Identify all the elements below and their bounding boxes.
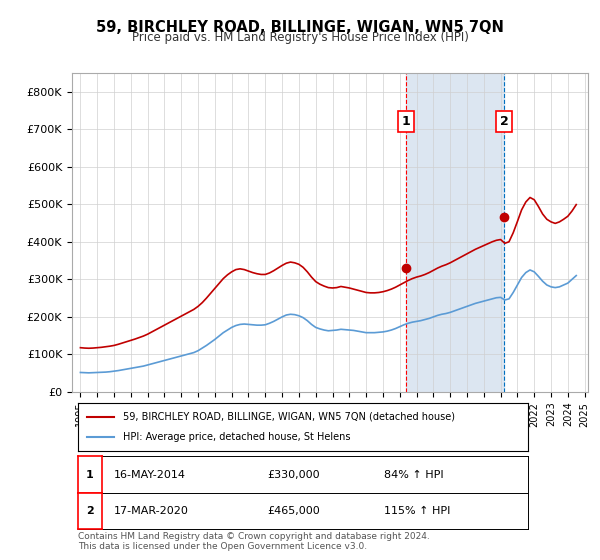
Text: £465,000: £465,000 <box>267 506 320 516</box>
Text: 1: 1 <box>86 470 94 479</box>
Text: Contains HM Land Registry data © Crown copyright and database right 2024.
This d: Contains HM Land Registry data © Crown c… <box>78 532 430 552</box>
Text: 2: 2 <box>500 115 509 128</box>
Text: HPI: Average price, detached house, St Helens: HPI: Average price, detached house, St H… <box>123 432 350 442</box>
Text: Price paid vs. HM Land Registry's House Price Index (HPI): Price paid vs. HM Land Registry's House … <box>131 31 469 44</box>
Text: £330,000: £330,000 <box>267 470 320 479</box>
Text: 59, BIRCHLEY ROAD, BILLINGE, WIGAN, WN5 7QN: 59, BIRCHLEY ROAD, BILLINGE, WIGAN, WN5 … <box>96 20 504 35</box>
Text: 115% ↑ HPI: 115% ↑ HPI <box>384 506 451 516</box>
Bar <box>406 73 504 392</box>
Text: 84% ↑ HPI: 84% ↑ HPI <box>384 470 443 479</box>
Text: 59, BIRCHLEY ROAD, BILLINGE, WIGAN, WN5 7QN (detached house): 59, BIRCHLEY ROAD, BILLINGE, WIGAN, WN5 … <box>123 412 455 422</box>
Text: 17-MAR-2020: 17-MAR-2020 <box>114 506 189 516</box>
Text: 1: 1 <box>402 115 410 128</box>
Text: 2: 2 <box>86 506 94 516</box>
Text: 16-MAY-2014: 16-MAY-2014 <box>114 470 186 479</box>
